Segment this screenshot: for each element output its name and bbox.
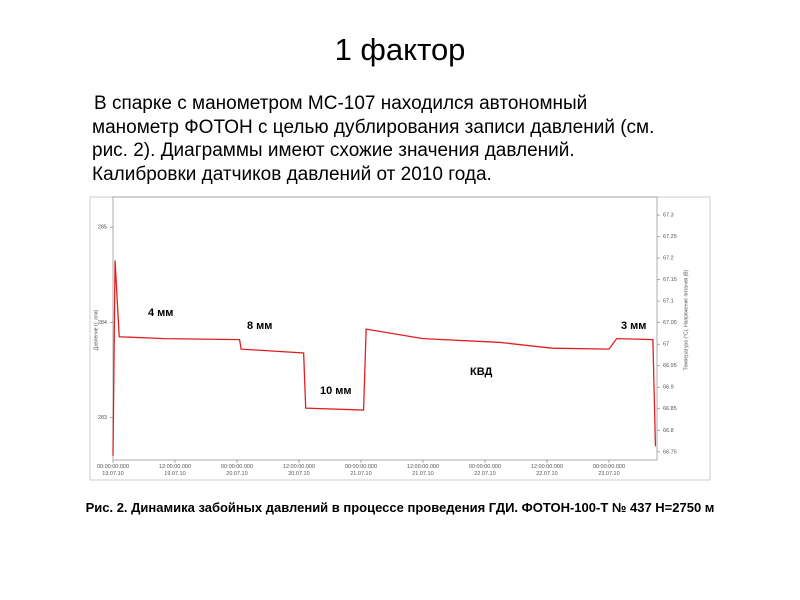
x-tick-label: 12:00:00.000 21.07.10 bbox=[406, 464, 440, 477]
annotation: КВД bbox=[470, 366, 493, 378]
x-tick-label: 00:00:00.000 20.07.10 bbox=[220, 464, 254, 477]
y2-tick-label: 66.8 bbox=[663, 428, 674, 434]
paragraph: В спарке с манометром МС-107 находился а… bbox=[92, 92, 654, 186]
y2-tick-label: 66.9 bbox=[663, 385, 674, 391]
x-tick-label: 00:00:00.000 21.07.10 bbox=[344, 464, 378, 477]
caption: Рис. 2. Динамика забойных давлений в про… bbox=[85, 500, 715, 515]
y2-tick-label: 67 bbox=[663, 342, 669, 348]
y-tick-label: 283 bbox=[98, 415, 107, 421]
y2-tick-label: 67.15 bbox=[663, 277, 677, 283]
y-tick-label: 284 bbox=[98, 320, 107, 326]
plot-frame bbox=[112, 196, 658, 461]
x-tick-label: 00:00:00.000 23.07.10 bbox=[592, 464, 626, 477]
text-line: Калибровки датчиков давлений от 2010 год… bbox=[92, 163, 492, 185]
text-line: манометр ФОТОН с целью дублирования запи… bbox=[92, 116, 655, 138]
y-tick-label: 285 bbox=[98, 225, 107, 231]
x-tick-label: 12:00:00.000 20.07.10 bbox=[282, 464, 316, 477]
y2-tick-label: 67.1 bbox=[663, 299, 674, 305]
y2-tick-label: 66.75 bbox=[663, 449, 677, 455]
x-tick-label: 00:00:00.000 19.07.10 bbox=[96, 464, 130, 477]
x-tick-label: 12:00:00.000 19.07.10 bbox=[158, 464, 192, 477]
y2-tick-label: 66.95 bbox=[663, 363, 677, 369]
slide-title: 1 фактор bbox=[334, 32, 466, 67]
y2-tick-label: 67.2 bbox=[663, 256, 674, 262]
x-tick-label: 12:00:00.000 22.07.10 bbox=[530, 464, 564, 477]
annotation: 10 мм bbox=[320, 385, 352, 397]
y-axis-label: Давление (т. атм) bbox=[93, 309, 99, 350]
y2-tick-label: 67.3 bbox=[663, 213, 674, 219]
text-line: В спарке с манометром МС-107 находился а… bbox=[94, 93, 588, 114]
y2-tick-label: 66.85 bbox=[663, 406, 677, 412]
y2-tick-label: 67.25 bbox=[663, 234, 677, 240]
text-line: рис. 2). Диаграммы имеют схожие значения… bbox=[92, 140, 575, 161]
data-line bbox=[112, 260, 657, 456]
annotation: 4 мм bbox=[148, 307, 173, 319]
y2-axis-label: Температура (°С), Напряжение питания (В) bbox=[683, 269, 689, 370]
x-tick-label: 00:00:00.000 22.07.10 bbox=[468, 464, 502, 477]
annotation: 3 мм bbox=[621, 320, 646, 332]
annotation: 8 мм bbox=[247, 320, 272, 332]
y2-tick-label: 67.05 bbox=[663, 320, 677, 326]
